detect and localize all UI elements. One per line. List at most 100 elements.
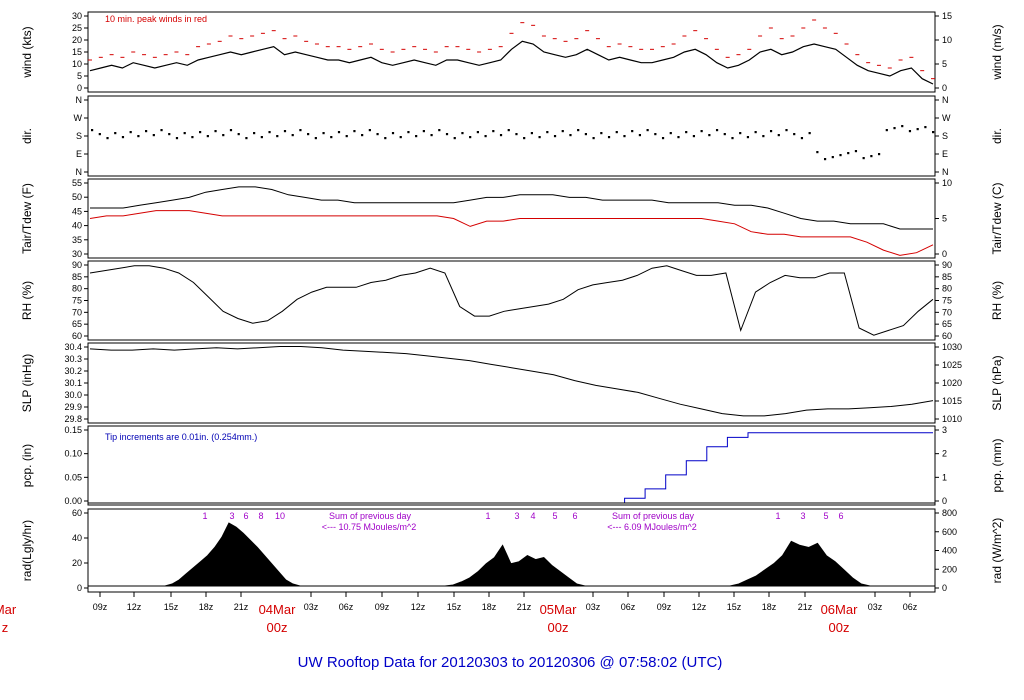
x-tick-label: 06z	[339, 602, 354, 612]
dir-point	[330, 136, 333, 139]
dir-point	[499, 134, 503, 137]
y-tick-label-right: 1030	[942, 342, 962, 352]
rad-hour-mark: 4	[530, 511, 535, 521]
dir-point	[607, 136, 611, 139]
dir-point	[870, 155, 873, 158]
dir-point	[98, 133, 101, 136]
x-day-label: 06Mar	[821, 602, 859, 617]
dir-point	[152, 134, 155, 137]
y-axis-label-right: wind (m/s)	[990, 24, 1004, 80]
y-tick-label-right: 1	[942, 472, 947, 482]
dir-point	[291, 134, 294, 137]
y-tick-label-right: 5	[942, 214, 947, 224]
dir-point	[901, 125, 904, 128]
dir-point	[654, 133, 657, 136]
panel-frame	[87, 95, 936, 177]
y-tick-label-right: 1010	[942, 414, 962, 424]
y-axis-label-left: Tair/Tdew (F)	[20, 183, 34, 254]
x-tick-label: 03z	[868, 602, 883, 612]
y-tick-label-right: 75	[942, 296, 952, 306]
y-tick-label-left: 40	[72, 533, 82, 543]
rad-sum-line1: Sum of previous day	[612, 511, 695, 521]
dir-point	[592, 137, 595, 140]
dir-point	[199, 131, 202, 134]
dir-point	[816, 151, 819, 154]
panel-frame	[87, 260, 936, 341]
y-tick-label-left: 90	[72, 260, 82, 270]
rad-hour-mark: 8	[258, 511, 263, 521]
y-tick-label-right: N	[942, 95, 949, 105]
panel-frame	[87, 342, 936, 424]
x-tick-label: 21z	[517, 602, 532, 612]
x-day-sublabel: 00z	[829, 620, 850, 635]
dir-point	[384, 137, 387, 140]
dir-point	[229, 129, 233, 132]
y-tick-label-left: 30.1	[64, 378, 82, 388]
y-tick-label-left: 75	[72, 296, 82, 306]
rad-hour-mark: 5	[823, 511, 828, 521]
y-axis-label-left: RH (%)	[20, 281, 34, 320]
rad-hour-mark: 3	[514, 511, 519, 521]
y-tick-label-right: 800	[942, 508, 957, 518]
dir-point	[253, 132, 256, 135]
panel-rad: rad(Lgly/hr) rad (W/m^2)60402008006004002…	[20, 508, 1004, 593]
rad-sum-line2: <--- 6.09 MJoules/m^2	[607, 522, 697, 532]
y-tick-label-right: W	[942, 113, 951, 123]
rad-series-area	[729, 540, 871, 587]
dir-point	[121, 136, 125, 139]
y-tick-label-right: 0	[942, 496, 947, 506]
dir-point	[808, 132, 811, 135]
y-tick-label-left: S	[76, 131, 82, 141]
x-tick-label: 15z	[164, 602, 179, 612]
dir-point	[584, 133, 587, 136]
x-tick-label: 21z	[234, 602, 249, 612]
x-tick-label: 12z	[692, 602, 707, 612]
y-tick-label-left: 35	[72, 235, 82, 245]
y-tick-label-right: N	[942, 167, 949, 177]
dir-point	[530, 132, 533, 135]
rh-series-line	[89, 265, 934, 336]
y-tick-label-right: 0	[942, 249, 947, 259]
y-tick-label-left: 0	[77, 83, 82, 93]
rad-hour-mark: 5	[552, 511, 557, 521]
y-tick-label-left: 50	[72, 192, 82, 202]
dir-point	[268, 131, 271, 134]
y-axis-label-left: dir.	[20, 128, 34, 144]
dir-point	[615, 131, 618, 134]
dir-point	[114, 132, 117, 135]
dir-point	[222, 134, 225, 137]
x-tick-label: 18z	[482, 602, 497, 612]
x-tick-label: 03z	[586, 602, 601, 612]
x-tick-label: 06z	[903, 602, 918, 612]
dir-point	[739, 132, 742, 135]
x-tick-label: 15z	[447, 602, 462, 612]
dir-point	[507, 129, 510, 132]
y-tick-label-right: S	[942, 131, 948, 141]
y-tick-label-left: 25	[72, 23, 82, 33]
dir-point	[399, 136, 402, 139]
y-axis-label-left: rad(Lgly/hr)	[20, 520, 34, 581]
dir-point	[276, 135, 279, 138]
dir-point	[924, 126, 927, 129]
x-tick-label: 12z	[411, 602, 426, 612]
dir-point	[669, 132, 672, 135]
dir-point	[299, 129, 302, 132]
y-tick-label-left: 20	[72, 35, 82, 45]
dir-point	[561, 130, 564, 133]
y-tick-label-left: 0.10	[64, 449, 82, 459]
y-axis-label-left: pcp. (in)	[20, 444, 34, 487]
y-tick-label-left: 65	[72, 319, 82, 329]
rad-hour-mark: 10	[275, 511, 285, 521]
dir-point	[546, 131, 549, 134]
y-tick-label-right: 10	[942, 178, 952, 188]
dir-point	[800, 137, 804, 140]
dir-point	[168, 133, 171, 136]
dir-point	[600, 132, 603, 135]
dir-point	[831, 156, 834, 159]
rad-sum-line2: <--- 10.75 MJoules/m^2	[322, 522, 417, 532]
dir-point	[322, 132, 325, 135]
y-tick-label-left: 29.9	[64, 402, 82, 412]
tair-series-line	[90, 186, 933, 230]
